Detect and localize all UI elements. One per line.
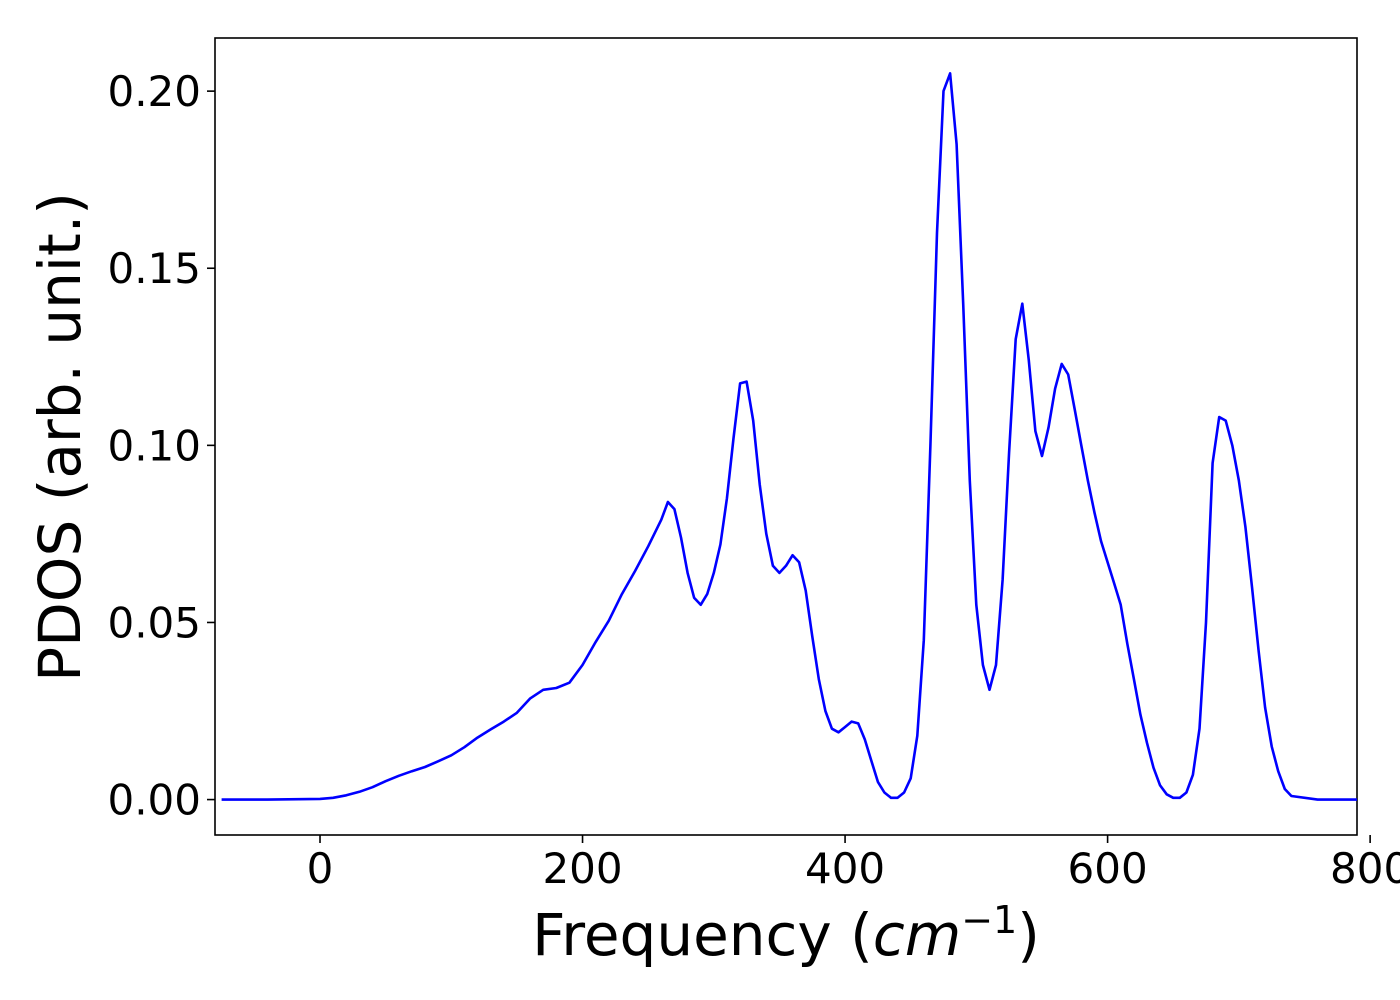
y-tick-label: 0.15 bbox=[107, 244, 201, 293]
x-tick-label: 800 bbox=[1330, 844, 1400, 893]
x-axis-title-close: ) bbox=[1017, 901, 1040, 969]
x-tick-label: 0 bbox=[307, 844, 334, 893]
y-tick-label: 0.20 bbox=[107, 67, 201, 116]
y-tick-label: 0.05 bbox=[107, 598, 201, 647]
y-axis-title: PDOS (arb. unit.) bbox=[26, 192, 94, 682]
x-axis-title-main: Frequency ( bbox=[532, 901, 873, 969]
x-axis: 0 200 400 600 800 bbox=[307, 835, 1400, 893]
y-axis: 0.00 0.05 0.10 0.15 0.20 bbox=[107, 67, 215, 825]
x-tick-label: 400 bbox=[805, 844, 885, 893]
x-axis-title: Frequency (cm−1) bbox=[532, 898, 1040, 969]
pdos-series-line bbox=[221, 72, 1357, 801]
x-tick-label: 200 bbox=[542, 844, 622, 893]
plot-frame bbox=[214, 37, 1358, 836]
x-tick-label: 600 bbox=[1068, 844, 1148, 893]
y-tick-label: 0.10 bbox=[107, 421, 201, 470]
series-layer bbox=[221, 72, 1357, 801]
x-axis-title-exponent: −1 bbox=[961, 898, 1017, 942]
y-tick-label: 0.00 bbox=[107, 776, 201, 825]
x-axis-title-unit: cm bbox=[873, 901, 961, 969]
